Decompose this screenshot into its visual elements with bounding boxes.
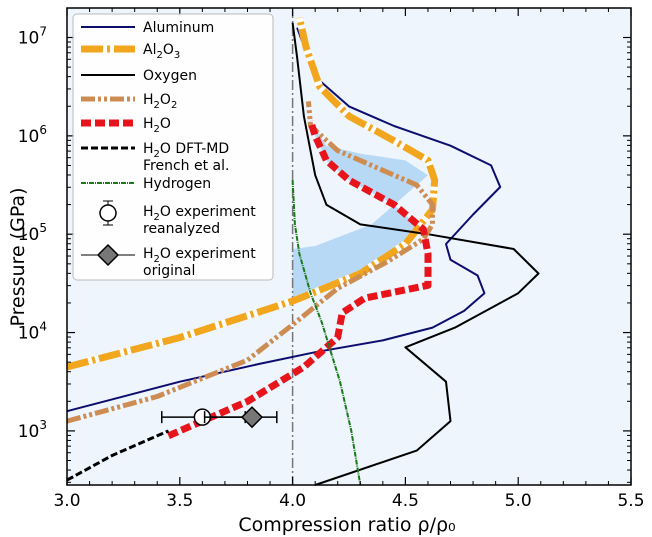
legend-label-exp_re-line2: reanalyzed xyxy=(143,221,220,237)
axes: 3.0 3.5 4.0 4.5 5.0 5.5 103 104 105 106 107 xyxy=(18,7,645,511)
legend-label-exp_re: H2O experiment xyxy=(143,204,256,223)
x-tick-label: 4.0 xyxy=(279,491,306,511)
x-tick-label: 3.5 xyxy=(166,491,193,511)
series-h2o xyxy=(167,120,432,440)
legend-label-aluminum: Aluminum xyxy=(143,20,214,36)
series-dftmd xyxy=(66,429,170,482)
legend-box xyxy=(72,13,274,281)
shaded-area xyxy=(292,121,428,302)
legend-label-hydrogen: Hydrogen xyxy=(143,176,211,192)
series-al2o3 xyxy=(66,17,439,371)
series-hydrogen xyxy=(291,180,362,486)
legend: Aluminum Al2O3 Oxygen H2O2 H2O H2O DFT-MDFren… xyxy=(72,13,274,281)
series-oxygen xyxy=(291,22,540,486)
x-tick-label: 4.5 xyxy=(392,491,419,511)
legend-label-h2o: H2O xyxy=(143,116,171,135)
y-axis-label: Pressure (GPa) xyxy=(7,188,29,327)
x-axis-label: Compression ratio ρ/ρ₀ xyxy=(238,514,455,536)
experiment-points xyxy=(161,406,278,429)
series-h2o2 xyxy=(66,101,435,424)
exp_orig-marker xyxy=(240,406,264,429)
y-tick-label: 104 xyxy=(18,320,47,344)
legend-label-dftmd: H2O DFT-MD xyxy=(143,141,229,160)
legend-swatch-exp_orig xyxy=(96,243,120,267)
y-tick-label: 106 xyxy=(18,123,47,147)
legend-label-exp_orig-line2: original xyxy=(143,263,195,279)
y-tick-label: 105 xyxy=(18,221,47,245)
legend-label-exp_orig: H2O experiment xyxy=(143,246,256,265)
legend-label-h2o2: H2O2 xyxy=(143,92,177,111)
x-tick-label: 3.0 xyxy=(53,491,80,511)
legend-label-dftmd-line2: French et al. xyxy=(143,158,229,174)
legend-label-al2o3: Al2O3 xyxy=(143,42,180,61)
legend-swatch-exp_re xyxy=(99,204,117,222)
series-aluminum xyxy=(66,27,502,413)
y-tick-label: 107 xyxy=(18,25,47,49)
x-tick-label: 5.5 xyxy=(617,491,644,511)
y-tick-label: 103 xyxy=(18,418,47,442)
legend-label-oxygen: Oxygen xyxy=(143,68,197,84)
series-layer xyxy=(66,17,540,486)
shaded-region xyxy=(292,121,428,302)
x-tick-label: 5.0 xyxy=(505,491,532,511)
plot-frame xyxy=(66,7,632,486)
